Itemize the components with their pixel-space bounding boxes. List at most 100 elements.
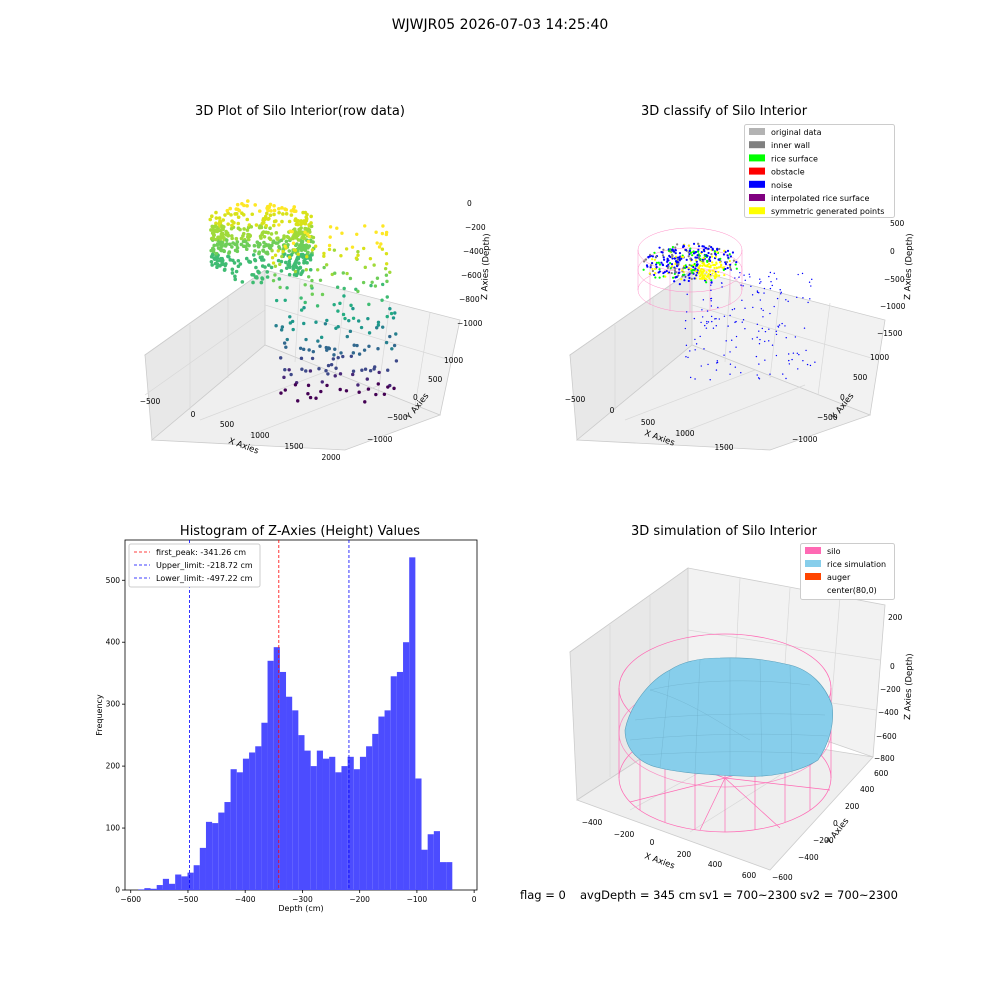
scatter-point [391,316,396,320]
scatter-point [318,278,323,282]
classified-point [700,277,704,280]
scatter-point [294,236,299,240]
scatter-point [286,242,290,247]
histogram-bar [255,746,262,890]
classified-point [674,248,677,252]
scatter-point [363,265,367,270]
scatter-point [240,280,245,284]
scatter-point [326,372,330,376]
histogram-xtick-label: −100 [407,895,428,904]
legend-swatch [749,207,765,215]
scatter-point [373,284,378,288]
classified-point [662,271,665,275]
panel1-xtick: 1500 [284,442,303,451]
classified-point [724,250,727,254]
scatter-point [318,344,322,348]
scatter-point [214,216,219,220]
scatter-point [320,292,325,297]
noise-point [749,276,751,278]
scatter-point [303,221,308,226]
scatter-point [291,267,296,271]
scatter-point [336,325,340,329]
scatter-point [264,251,268,255]
scatter-point [230,245,234,249]
scatter-point [272,223,276,228]
classified-point [658,263,662,266]
classified-point [678,258,681,261]
classified-point [714,252,717,255]
scatter-point [338,387,342,392]
classified-point [719,257,722,260]
scatter-point [357,319,361,323]
panel1-zlabel: Z Axies (Depth) [480,233,492,300]
scatter-point [382,392,387,396]
legend-label: rice surface [771,154,818,163]
scatter-point [223,243,228,247]
noise-point [769,271,772,274]
classified-point [671,245,675,249]
noise-point [710,297,712,300]
classified-point [661,263,665,267]
classified-point [665,265,668,268]
scatter-point [333,271,337,275]
panel4-ztick: −600 [876,732,897,741]
classified-point [703,263,706,267]
noise-point [771,344,774,346]
noise-point [712,327,715,329]
classified-point [705,271,708,274]
scatter-point [296,399,300,403]
scatter-point [291,236,295,241]
classified-point [677,274,680,277]
noise-point [803,327,806,329]
noise-point [778,324,781,326]
classified-point [723,249,726,252]
scatter-point [280,254,284,259]
scatter-point [287,219,292,224]
classified-point [722,253,726,256]
legend-label: rice simulation [827,560,886,569]
scatter-point [276,249,280,253]
noise-point [699,335,701,338]
scatter-point [356,253,360,257]
classified-point [735,261,738,264]
scatter-point [288,229,293,233]
classified-point [674,267,677,270]
scatter-point [236,226,241,231]
classified-point [734,263,737,266]
classified-point [728,253,731,256]
scatter-point [328,225,333,229]
classified-point [688,263,691,267]
scatter-point [363,400,367,404]
scatter-point [356,289,360,294]
scatter-point [215,265,219,270]
histogram-bar [433,831,440,890]
scatter-point [307,275,311,279]
classified-point [700,270,704,273]
classified-point [688,253,691,256]
histogram-bar [310,766,317,890]
scatter-point [301,347,306,352]
panel4-xtick: −400 [582,818,603,827]
classified-point [655,263,658,266]
scatter-point [392,386,396,391]
histogram-bar [316,750,323,890]
classified-point [680,257,683,260]
classified-point [732,259,736,262]
scatter-point [320,380,324,384]
scatter-point [340,231,344,235]
classified-point [658,268,661,271]
scatter-point [229,234,234,238]
classified-point [674,255,678,258]
classified-point [710,255,714,258]
classified-point [702,260,705,263]
noise-point [694,349,696,351]
scatter-point [212,243,216,248]
scatter-point [268,244,272,248]
scatter-point [366,316,370,321]
histogram-bar [218,812,225,890]
classified-point [725,260,729,264]
scatter-point [327,247,332,252]
classified-point [717,258,720,261]
classified-point [707,251,710,255]
scatter-point [239,236,244,241]
